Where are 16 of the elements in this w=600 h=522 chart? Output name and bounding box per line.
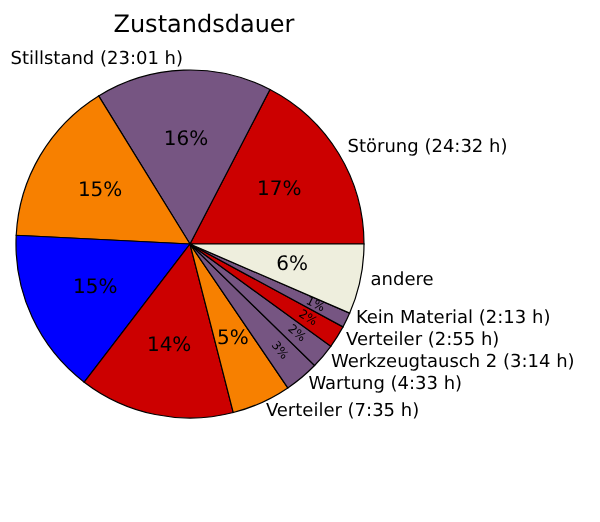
- slice-label: Verteiler (7:35 h): [265, 402, 420, 423]
- slice-label: Wartung (4:33 h): [308, 375, 463, 396]
- slice-label: Werkzeugtausch 2 (3:14 h): [331, 352, 575, 373]
- data-label: 5%: [217, 328, 249, 351]
- data-label: 17%: [256, 178, 302, 201]
- data-label: 6%: [276, 254, 309, 277]
- data-label: 16%: [163, 128, 209, 151]
- data-label: 15%: [77, 179, 123, 202]
- data-label: 14%: [146, 335, 192, 358]
- slice-label: Störung (24:32 h): [347, 138, 508, 159]
- slice-label: Kein Material (2:13 h): [355, 308, 551, 329]
- slice-label: Stillstand (23:01 h): [10, 49, 184, 70]
- slice-label: Verteiler (2:55 h): [346, 330, 500, 351]
- data-label: 15%: [73, 276, 118, 299]
- chart-title: Zustandsdauer: [113, 10, 295, 38]
- slice-label: andere: [370, 271, 435, 292]
